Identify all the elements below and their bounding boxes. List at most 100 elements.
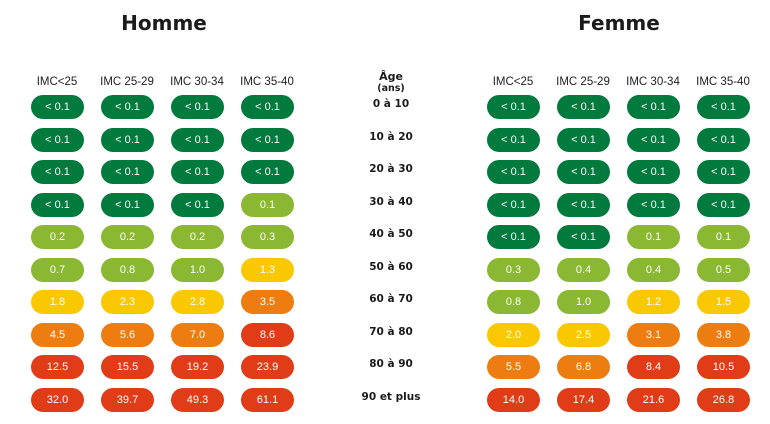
age-column-unit: (ans) bbox=[377, 83, 405, 94]
risk-value-pill-femme: 1.0 bbox=[557, 290, 610, 314]
risk-value-pill-homme: 2.3 bbox=[101, 290, 154, 314]
risk-value-pill-homme: < 0.1 bbox=[31, 95, 84, 119]
risk-value-pill-homme: 0.2 bbox=[101, 225, 154, 249]
age-group-label: 70 à 80 bbox=[369, 325, 413, 338]
risk-value-pill-femme: 10.5 bbox=[697, 355, 750, 379]
risk-value-pill-femme: 1.2 bbox=[627, 290, 680, 314]
risk-value-pill-femme: < 0.1 bbox=[627, 193, 680, 217]
risk-value-pill-homme: 3.5 bbox=[241, 290, 294, 314]
risk-value-pill-homme: 8.6 bbox=[241, 323, 294, 347]
column-header-femme: IMC<25 bbox=[492, 76, 534, 88]
risk-value-pill-femme: < 0.1 bbox=[487, 95, 540, 119]
age-group-label: 50 à 60 bbox=[369, 260, 413, 273]
risk-value-pill-femme: 2.5 bbox=[557, 323, 610, 347]
risk-value-pill-homme: 7.0 bbox=[171, 323, 224, 347]
risk-value-pill-homme: 61.1 bbox=[241, 388, 294, 412]
risk-value-pill-homme: 32.0 bbox=[31, 388, 84, 412]
risk-value-pill-homme: 5.6 bbox=[101, 323, 154, 347]
column-header-femme: IMC 25-29 bbox=[556, 76, 610, 88]
panel-title-femme: Femme bbox=[578, 11, 660, 35]
risk-value-pill-homme: < 0.1 bbox=[31, 128, 84, 152]
risk-value-pill-homme: < 0.1 bbox=[171, 160, 224, 184]
risk-value-pill-homme: 1.0 bbox=[171, 258, 224, 282]
risk-value-pill-femme: < 0.1 bbox=[627, 160, 680, 184]
risk-value-pill-homme: 39.7 bbox=[101, 388, 154, 412]
risk-value-pill-femme: < 0.1 bbox=[697, 95, 750, 119]
risk-value-pill-femme: < 0.1 bbox=[557, 225, 610, 249]
risk-value-pill-homme: 0.7 bbox=[31, 258, 84, 282]
risk-value-pill-homme: 19.2 bbox=[171, 355, 224, 379]
age-column-header: Âge bbox=[379, 70, 403, 83]
risk-value-pill-femme: < 0.1 bbox=[557, 128, 610, 152]
risk-value-pill-femme: 6.8 bbox=[557, 355, 610, 379]
age-group-label: 20 à 30 bbox=[369, 163, 413, 175]
column-header-homme: IMC<25 bbox=[36, 76, 78, 88]
risk-value-pill-homme: 0.2 bbox=[31, 225, 84, 249]
risk-value-pill-femme: < 0.1 bbox=[697, 193, 750, 217]
panel-title-homme: Homme bbox=[121, 11, 207, 35]
risk-value-pill-homme: < 0.1 bbox=[101, 95, 154, 119]
risk-value-pill-homme: 0.2 bbox=[171, 225, 224, 249]
age-group-label: 10 à 20 bbox=[369, 130, 413, 143]
risk-value-pill-homme: < 0.1 bbox=[101, 128, 154, 152]
risk-value-pill-femme: 0.4 bbox=[627, 258, 680, 282]
risk-value-pill-femme: 2.0 bbox=[487, 323, 540, 347]
risk-value-pill-homme: 23.9 bbox=[241, 355, 294, 379]
risk-value-pill-femme: 21.6 bbox=[627, 388, 680, 412]
risk-value-pill-femme: < 0.1 bbox=[557, 95, 610, 119]
risk-value-pill-homme: 15.5 bbox=[101, 355, 154, 379]
risk-value-pill-femme: < 0.1 bbox=[487, 160, 540, 184]
risk-value-pill-homme: 2.8 bbox=[171, 290, 224, 314]
risk-value-pill-homme: 1.3 bbox=[241, 258, 294, 282]
age-group-label: 60 à 70 bbox=[369, 293, 413, 305]
risk-value-pill-femme: 3.8 bbox=[697, 323, 750, 347]
risk-value-pill-femme: 14.0 bbox=[487, 388, 540, 412]
risk-value-pill-femme: < 0.1 bbox=[557, 160, 610, 184]
age-group-label: 80 à 90 bbox=[369, 358, 413, 370]
risk-value-pill-homme: < 0.1 bbox=[101, 193, 154, 217]
risk-value-pill-femme: 5.5 bbox=[487, 355, 540, 379]
risk-value-pill-homme: < 0.1 bbox=[241, 160, 294, 184]
risk-value-pill-femme: 1.5 bbox=[697, 290, 750, 314]
risk-value-pill-femme: 0.8 bbox=[487, 290, 540, 314]
column-header-homme: IMC 30-34 bbox=[170, 76, 224, 88]
risk-value-pill-homme: < 0.1 bbox=[171, 95, 224, 119]
risk-value-pill-femme: < 0.1 bbox=[557, 193, 610, 217]
risk-value-pill-homme: < 0.1 bbox=[31, 193, 84, 217]
risk-value-pill-femme: < 0.1 bbox=[487, 193, 540, 217]
risk-value-pill-homme: < 0.1 bbox=[171, 128, 224, 152]
risk-value-pill-homme: 0.3 bbox=[241, 225, 294, 249]
risk-value-pill-femme: < 0.1 bbox=[487, 225, 540, 249]
risk-value-pill-homme: 49.3 bbox=[171, 388, 224, 412]
risk-value-pill-femme: < 0.1 bbox=[627, 128, 680, 152]
risk-value-pill-femme: < 0.1 bbox=[697, 160, 750, 184]
column-header-femme: IMC 30-34 bbox=[626, 76, 680, 88]
risk-value-pill-homme: < 0.1 bbox=[101, 160, 154, 184]
age-group-label: 0 à 10 bbox=[372, 98, 410, 110]
column-header-homme: IMC 25-29 bbox=[100, 76, 154, 88]
risk-value-pill-femme: < 0.1 bbox=[627, 95, 680, 119]
age-group-label: 40 à 50 bbox=[369, 228, 413, 240]
risk-value-pill-femme: 0.5 bbox=[697, 258, 750, 282]
risk-value-pill-femme: 0.4 bbox=[557, 258, 610, 282]
risk-value-pill-homme: < 0.1 bbox=[241, 95, 294, 119]
risk-value-pill-femme: 3.1 bbox=[627, 323, 680, 347]
risk-value-pill-homme: 1.8 bbox=[31, 290, 84, 314]
column-header-femme: IMC 35-40 bbox=[696, 76, 750, 88]
risk-value-pill-homme: 0.1 bbox=[241, 193, 294, 217]
risk-value-pill-homme: < 0.1 bbox=[171, 193, 224, 217]
risk-value-pill-femme: < 0.1 bbox=[487, 128, 540, 152]
risk-value-pill-homme: 0.8 bbox=[101, 258, 154, 282]
risk-value-pill-homme: < 0.1 bbox=[241, 128, 294, 152]
age-group-label: 90 et plus bbox=[361, 390, 421, 403]
risk-value-pill-femme: 26.8 bbox=[697, 388, 750, 412]
risk-value-pill-femme: 0.1 bbox=[627, 225, 680, 249]
risk-value-pill-femme: 8.4 bbox=[627, 355, 680, 379]
risk-value-pill-femme: < 0.1 bbox=[697, 128, 750, 152]
age-group-label: 30 à 40 bbox=[369, 195, 413, 208]
risk-value-pill-homme: 12.5 bbox=[31, 355, 84, 379]
risk-value-pill-femme: 17.4 bbox=[557, 388, 610, 412]
risk-value-pill-homme: < 0.1 bbox=[31, 160, 84, 184]
risk-value-pill-femme: 0.3 bbox=[487, 258, 540, 282]
risk-value-pill-homme: 4.5 bbox=[31, 323, 84, 347]
